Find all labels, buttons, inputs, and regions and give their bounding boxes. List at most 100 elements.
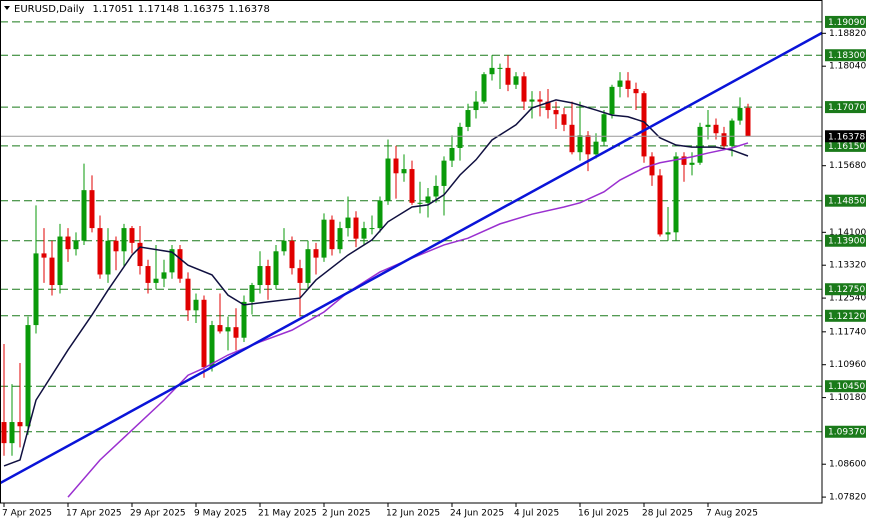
candle-body [409,169,415,203]
candle-body [97,228,103,275]
candle-body [441,160,447,186]
x-tick-label: 4 Jul 2025 [514,509,559,519]
line [0,31,822,485]
candle-body [313,249,319,258]
candle-body [193,299,199,311]
low-value: 1.16375 [183,4,224,15]
candle-body [481,74,487,102]
level-label: 1.10450 [828,382,865,392]
candle-body [305,249,311,283]
chart-header: EURUSD,Daily 1.17051 1.17148 1.16375 1.16378 [14,4,270,15]
candle-body [105,240,111,275]
candle-body [145,266,151,283]
candle-body [609,86,615,115]
candle-body [17,422,23,427]
candle-body [73,240,79,250]
candle-body [41,253,47,258]
candle-body [209,325,215,368]
candle-body [25,325,31,427]
level-label-box [825,15,866,28]
candle-body [601,114,607,142]
x-tick-label: 21 May 2025 [258,509,317,519]
line [3,99,749,467]
level-label-box [825,309,866,322]
y-tick-label: 1.14100 [829,228,866,238]
x-tick-label: 7 Aug 2025 [706,509,758,519]
candle-body [561,114,567,125]
axes: 1.18820 1.18040 1.15680 1.14100 1.13320 1.125… [2,15,866,519]
candle-body [721,133,727,146]
level-label: 1.12120 [828,312,865,322]
current-price-box [825,130,866,143]
y-tick-label: 1.07820 [829,493,866,503]
candle-body [129,228,135,243]
x-tick-label: 16 Jul 2025 [578,509,629,519]
candle-body [137,242,143,267]
candle-body [633,88,639,94]
candle-body [329,219,335,250]
symbol: EURUSD,Daily [14,4,85,15]
level-label-box [825,139,866,152]
x-tick-label: 28 Jul 2025 [642,509,693,519]
candle-body [625,80,631,89]
candle-body [33,253,39,326]
x-tick-label: 12 Jun 2025 [386,509,440,519]
candle-body [505,67,511,85]
candle-body [713,124,719,134]
candle-body [569,124,575,153]
level-label-box [825,101,866,114]
candle-body [673,156,679,233]
candle-body [393,158,399,174]
candle-body [113,240,119,252]
line [67,142,749,498]
candle-body [217,325,223,332]
candle-body [705,124,711,127]
high-value: 1.17148 [138,4,179,15]
menu-arrow[interactable] [4,6,10,10]
level-label-box [825,380,866,393]
y-tick-label: 1.11740 [829,327,866,337]
candle-body [737,107,743,121]
close-value: 1.16378 [229,4,270,15]
candle-body [657,175,663,235]
candle-body [65,236,71,250]
level-label: 1.14850 [828,197,865,207]
level-label: 1.19090 [828,18,865,28]
candle-body [121,228,127,252]
candle-body [353,217,359,239]
candle-body [449,147,455,161]
candle-body [321,219,327,258]
candle-body [1,422,7,444]
candle-body [681,156,687,165]
candle-body [521,76,527,102]
candle-body [433,185,439,197]
x-tick-label: 29 Apr 2025 [130,509,186,519]
candle-body [265,266,271,286]
candle-body [497,67,503,69]
candle-body [457,126,463,148]
x-tick-label: 7 Apr 2025 [2,509,52,519]
candle-body [185,278,191,311]
x-tick-label: 17 Apr 2025 [66,509,122,519]
level-label: 1.13900 [828,237,865,247]
candle-body [161,272,167,279]
candle-body [345,217,351,229]
candle-body [273,251,279,286]
level-label: 1.09370 [828,428,865,438]
candle-body [745,107,751,137]
candle-body [289,240,295,269]
x-tick-label: 9 May 2025 [194,509,247,519]
x-tick-label: 2 Jun 2025 [322,509,370,519]
candle-body [369,228,375,230]
candle-body [617,80,623,87]
candle-body [361,228,367,239]
level-label-box [825,49,866,62]
candle-body [641,93,647,157]
plot-frame [0,0,823,504]
y-tick-label: 1.10960 [829,360,866,370]
candle-body [281,240,287,252]
current-price-label: 1.16378 [828,132,865,142]
candle-body [241,301,247,338]
candle-body [225,327,231,332]
candle-body [473,101,479,111]
